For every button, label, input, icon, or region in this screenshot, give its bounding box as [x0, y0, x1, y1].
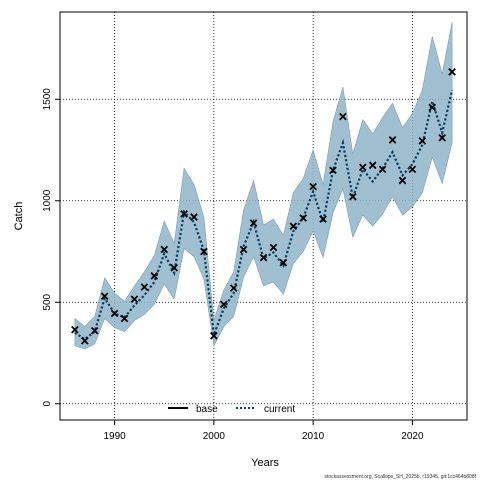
legend-current-label: current	[264, 404, 295, 415]
observed-point	[229, 284, 238, 292]
observed-point	[80, 336, 89, 345]
x-tick-label: 2010	[302, 431, 325, 442]
observed-point	[200, 247, 208, 256]
x-tick-label: 2000	[203, 431, 226, 442]
observed-point	[329, 166, 337, 175]
observed-point	[279, 258, 288, 267]
observed-point	[448, 68, 456, 76]
observed-point	[120, 314, 129, 323]
observed-point	[438, 134, 447, 142]
y-tick-label: 0	[42, 401, 53, 407]
y-tick-label: 1500	[42, 88, 53, 111]
observed-point	[239, 245, 248, 254]
observed-point	[100, 292, 109, 301]
observed-point	[130, 295, 139, 304]
observed-point	[289, 222, 298, 230]
observed-point	[210, 331, 218, 340]
y-axis-title: Catch	[13, 202, 25, 231]
observed-point	[269, 243, 278, 252]
observed-point	[190, 213, 198, 221]
observed-point	[388, 136, 397, 144]
observed-point	[110, 309, 119, 318]
observed-point	[160, 245, 169, 254]
observed-point	[358, 163, 367, 172]
observed-point	[180, 210, 188, 218]
observed-point	[408, 165, 417, 174]
observed-point	[339, 112, 347, 121]
observed-point	[368, 161, 377, 170]
x-tick-label: 2020	[401, 431, 424, 442]
x-tick-label: 1990	[103, 431, 126, 442]
confidence-band-area	[74, 22, 453, 350]
observed-point	[309, 182, 317, 191]
observed-point	[140, 283, 149, 291]
observed-point	[378, 165, 387, 174]
observed-point	[150, 272, 159, 280]
observed-point	[90, 326, 99, 335]
y-tick-label: 1000	[42, 189, 53, 212]
x-axis-title: Years	[251, 457, 279, 469]
footer-credit: stockassessment.org, Scallops_SH_2025b, …	[325, 474, 477, 480]
observed-point	[259, 253, 268, 262]
y-tick-label: 500	[42, 293, 53, 310]
confidence-band	[74, 22, 453, 350]
observed-point	[398, 176, 407, 185]
legend-base-label: base	[196, 404, 218, 415]
observed-point	[249, 219, 258, 227]
observed-point	[319, 215, 327, 223]
observed-point	[299, 214, 308, 222]
x-axis-ticks: 1990 2000 2010 2020	[103, 420, 424, 442]
observed-point	[71, 325, 79, 334]
plot-frame	[59, 11, 468, 421]
observed-point	[219, 300, 228, 309]
observed-point	[428, 103, 437, 112]
observed-point	[418, 137, 427, 145]
legend: base current	[168, 404, 295, 415]
observed-point	[349, 192, 357, 201]
observed-point	[170, 263, 178, 272]
y-axis-ticks: 0 500 1000 1500	[42, 88, 60, 407]
observed-markers	[71, 68, 456, 345]
